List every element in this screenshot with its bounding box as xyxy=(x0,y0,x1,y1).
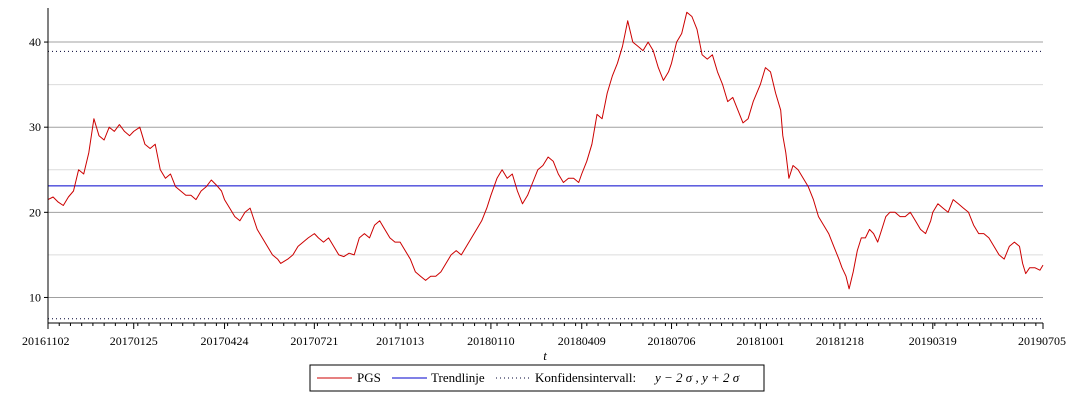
x-tick-label: 20181218 xyxy=(816,334,864,348)
y-tick-label: 10 xyxy=(29,290,41,304)
legend-label-confidence-math: y − 2 σ , y + 2 σ xyxy=(653,370,740,385)
legend: PGS Trendlinje Konfidensintervall: y − 2… xyxy=(309,364,765,392)
legend-label-confidence: Konfidensintervall: xyxy=(535,370,636,385)
x-axis-label: t xyxy=(543,348,547,363)
x-tick-label: 20190319 xyxy=(909,334,957,348)
x-tick-label: 20180110 xyxy=(467,334,515,348)
axes xyxy=(47,8,1043,324)
x-tick-label: 20171013 xyxy=(376,334,424,348)
x-tick-label: 20181001 xyxy=(736,334,784,348)
pgs-series xyxy=(47,11,1044,290)
gridlines xyxy=(48,41,1043,298)
y-ticks: 10 20 30 40 xyxy=(29,35,48,304)
x-tick-label: 20170721 xyxy=(290,334,338,348)
x-tick-label: 20180409 xyxy=(558,334,606,348)
x-tick-label: 20180706 xyxy=(648,334,696,348)
x-tick-label: 20190705 xyxy=(1018,334,1066,348)
x-ticks: 20161102 20170125 20170424 20170721 20171013… xyxy=(22,323,1066,348)
legend-box xyxy=(309,364,765,392)
y-tick-label: 20 xyxy=(29,205,41,219)
y-tick-label: 30 xyxy=(29,120,41,134)
legend-label-pgs: PGS xyxy=(357,370,381,385)
legend-label-trend: Trendlinje xyxy=(431,370,485,385)
x-tick-label: 20161102 xyxy=(22,334,70,348)
pgs-line-path xyxy=(47,11,1044,290)
x-tick-label: 20170424 xyxy=(201,334,249,348)
y-tick-label: 40 xyxy=(29,35,41,49)
x-tick-label: 20170125 xyxy=(110,334,158,348)
confidence-interval-lines xyxy=(48,50,1043,320)
